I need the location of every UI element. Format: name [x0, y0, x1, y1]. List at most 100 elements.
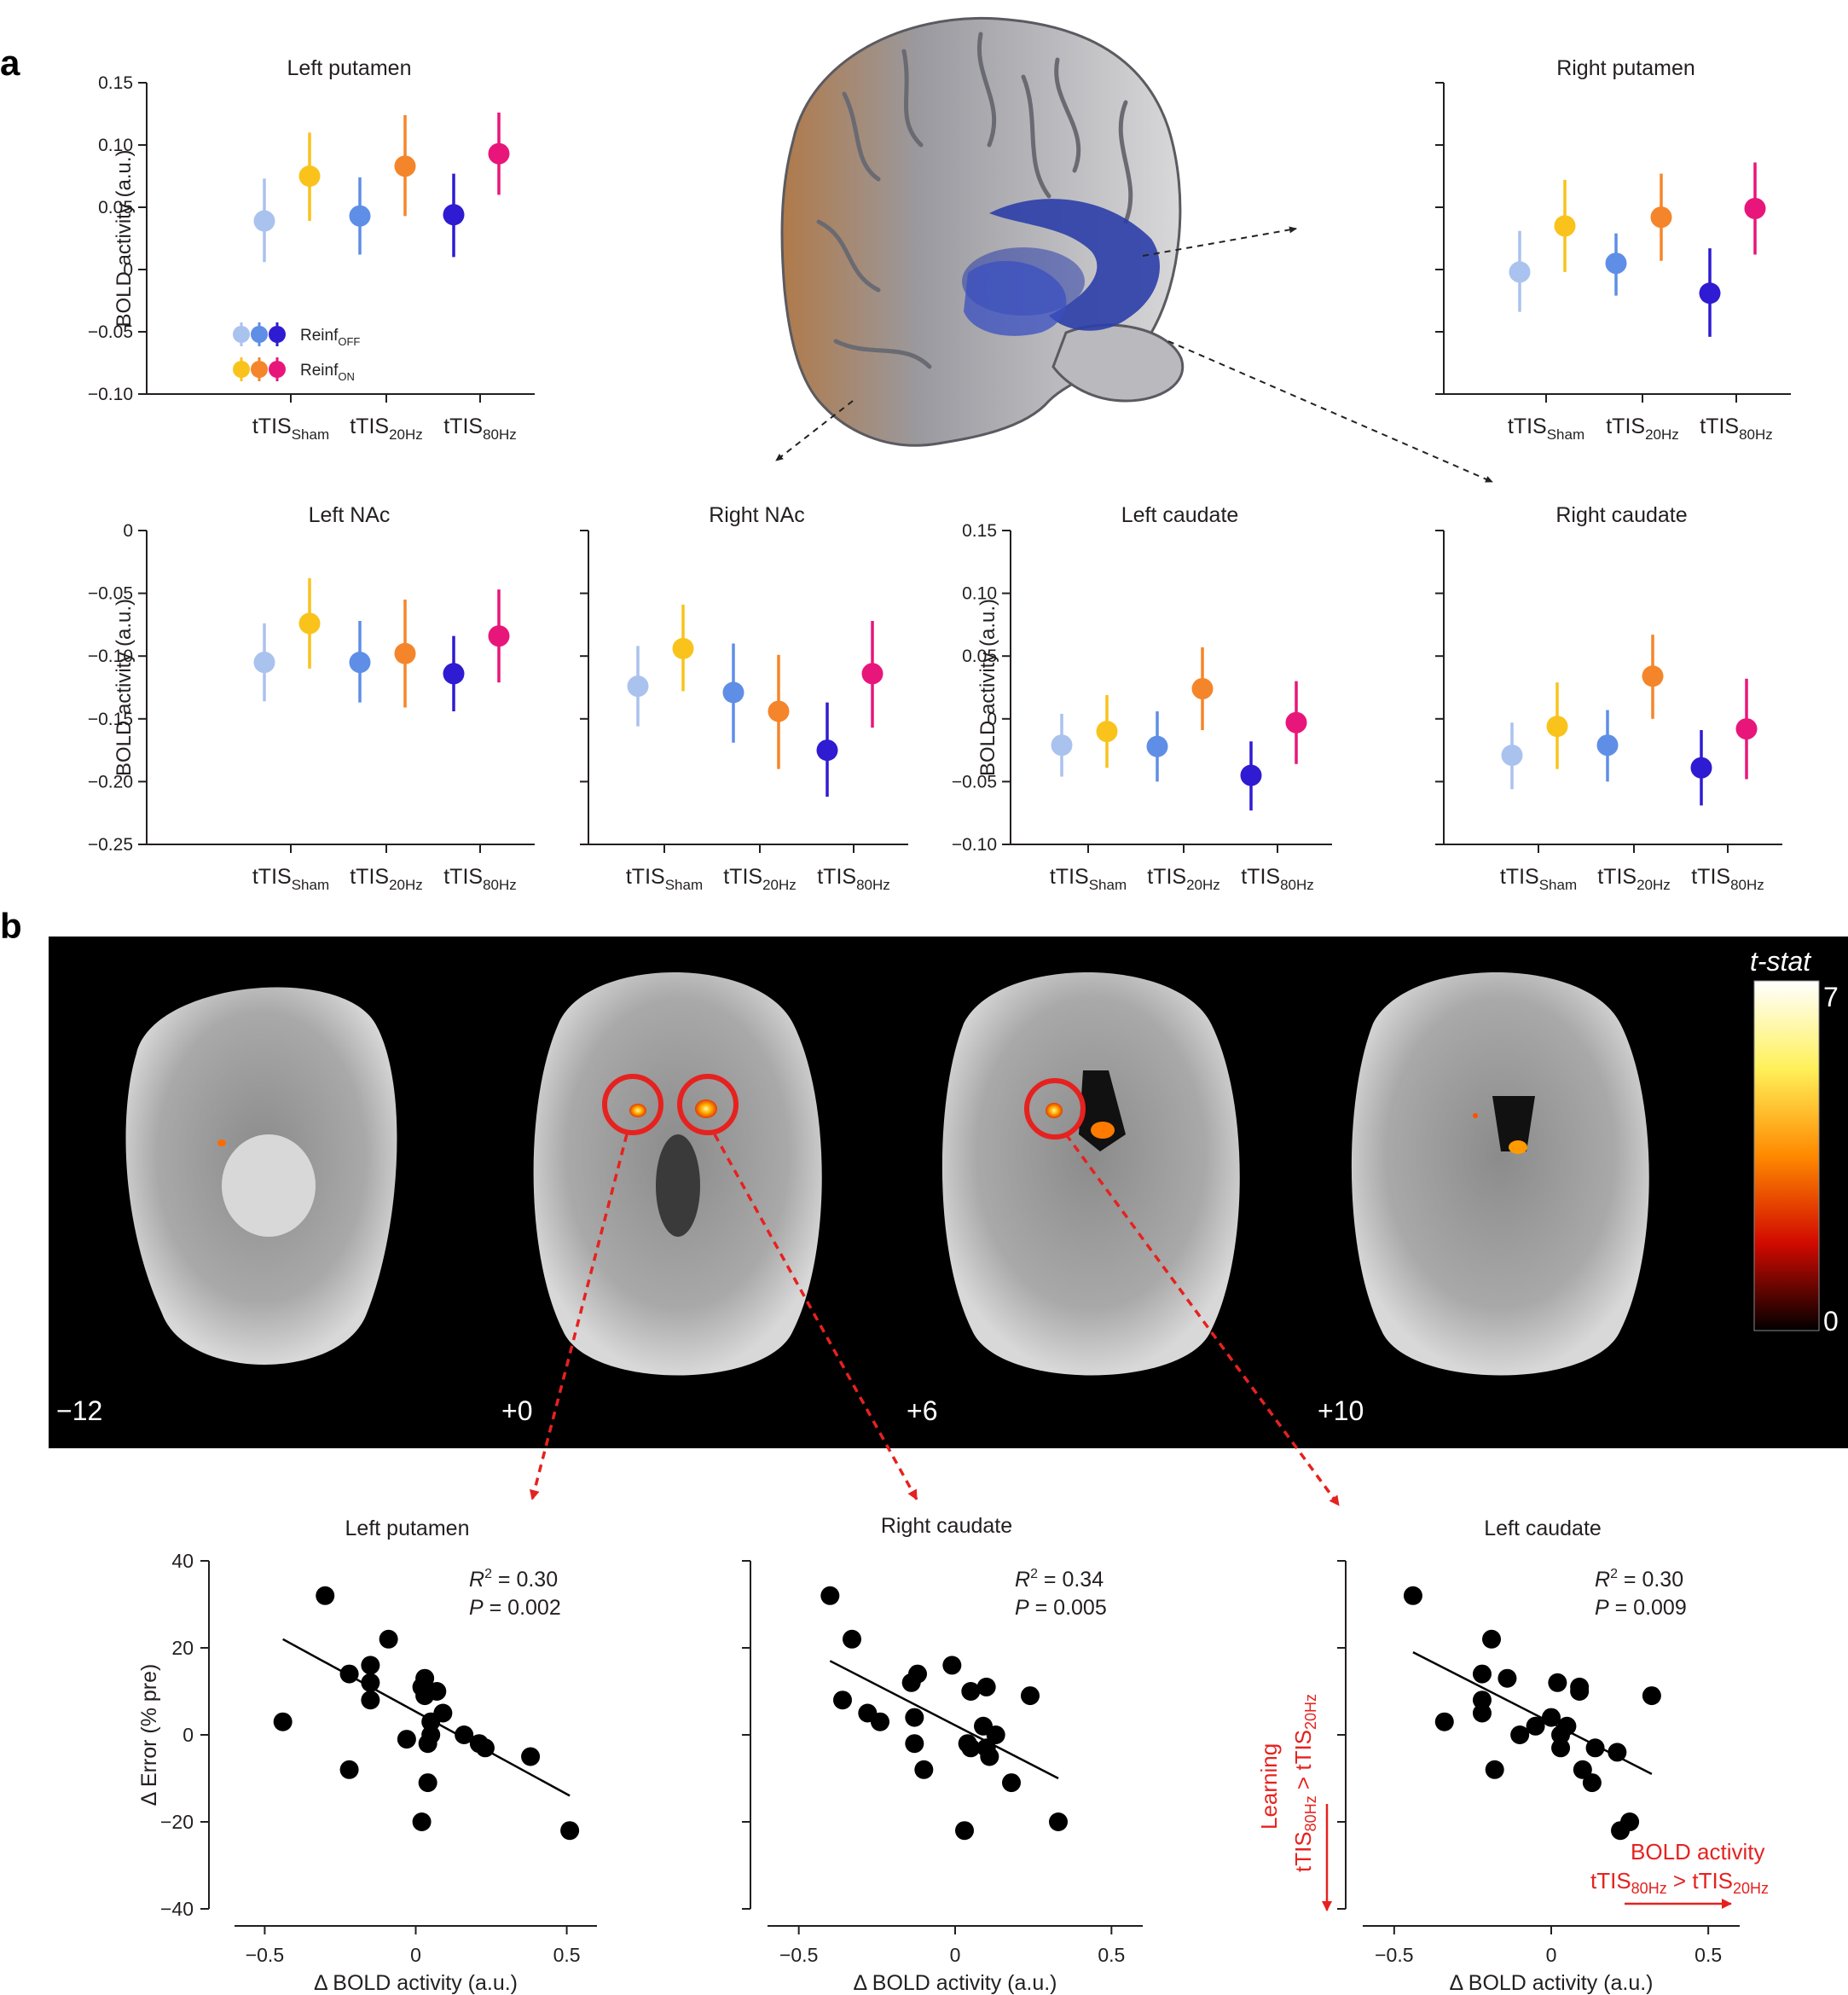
- data-point: [339, 1760, 359, 1779]
- bold-label: BOLD activity: [1631, 1839, 1765, 1865]
- slice-shape-3: [941, 972, 1240, 1376]
- r-squared-label: R2 = 0.34: [1015, 1567, 1104, 1592]
- data-point: [820, 1586, 840, 1605]
- y-tick-label: −0.05: [88, 584, 133, 604]
- y-tick-label: 20: [171, 1637, 194, 1659]
- data-point: [1548, 1673, 1567, 1692]
- mean-point: [253, 210, 275, 232]
- activation-blob-3b: [1091, 1122, 1115, 1139]
- mean-point: [1699, 282, 1721, 304]
- data-point: [1585, 1738, 1605, 1758]
- scatter-left-caudate: −0.5 0 0.5 Δ BOLD activity (a.u.) Left cauda…: [1337, 1517, 1740, 1995]
- chart-right-nac: tTISSham tTIS20Hz tTIS80Hz Right NAc: [580, 503, 908, 893]
- mean-point: [672, 637, 694, 659]
- x-tick-label: 0: [410, 1944, 421, 1966]
- chart-title: Right NAc: [709, 503, 805, 527]
- x-tick-label: 0: [1546, 1944, 1557, 1966]
- slice-ventricle-2: [656, 1134, 700, 1237]
- mean-point: [488, 625, 510, 647]
- y-tick-label: 0.10: [98, 136, 133, 155]
- mean-point: [1554, 215, 1576, 237]
- data-point: [521, 1747, 541, 1766]
- slice-minus12: −12: [56, 987, 397, 1426]
- chart-title: Left putamen: [287, 56, 412, 80]
- data-point: [361, 1691, 380, 1710]
- slice-brainstem-1: [222, 1134, 316, 1237]
- mean-point: [861, 663, 883, 685]
- chart-title: Left caudate: [1484, 1517, 1602, 1540]
- colorbar-max: 7: [1823, 982, 1839, 1012]
- x-tick-label: tTIS80Hz: [1241, 865, 1314, 893]
- data-point: [1582, 1773, 1602, 1793]
- y-axis-label: Δ Error (% pre): [137, 1664, 161, 1807]
- data-point: [1498, 1668, 1517, 1688]
- x-axis-label: Δ BOLD activity (a.u.): [314, 1971, 518, 1995]
- y-axis-label: BOLD activity (a.u.): [113, 149, 136, 327]
- slice-label-1: −12: [56, 1395, 102, 1426]
- y-tick-label: 0.15: [98, 73, 133, 93]
- legend-label-on: ReinfON: [300, 362, 355, 383]
- chart-title: Right caudate: [1555, 503, 1687, 527]
- mean-point: [1096, 721, 1118, 743]
- colorbar-title: t-stat: [1750, 946, 1811, 977]
- roi-arrow-left-caudate: [1064, 1133, 1341, 1507]
- x-tick-label: tTISSham: [252, 865, 329, 893]
- scatter-left-putamen: −40 −20 0 20 40 −0.5 0 0.5 Δ BOLD activity (a.u.…: [137, 1517, 597, 1995]
- p-value-label: P = 0.002: [469, 1596, 561, 1620]
- data-point: [955, 1821, 974, 1841]
- y-axis-label: BOLD activity (a.u.): [113, 599, 136, 776]
- x-tick-label: −0.5: [246, 1944, 284, 1966]
- colorbar-min: 0: [1823, 1306, 1839, 1337]
- mean-point: [349, 205, 371, 227]
- data-point: [1570, 1677, 1590, 1696]
- data-point: [843, 1629, 861, 1649]
- slice-shape-4: [1351, 972, 1649, 1376]
- data-point: [379, 1629, 398, 1649]
- slice-plus10: +10: [1318, 972, 1649, 1426]
- y-tick-label: 0.10: [962, 584, 997, 604]
- x-tick-label: tTISSham: [626, 865, 703, 893]
- x-tick-label: 0.5: [553, 1944, 581, 1966]
- data-point: [1482, 1629, 1502, 1649]
- mean-point: [298, 612, 321, 635]
- panel-label-b: b: [0, 906, 22, 946]
- data-point: [914, 1760, 934, 1779]
- regression-line: [829, 1660, 1059, 1780]
- scatter-right-caudate: −0.5 0 0.5 Δ BOLD activity (a.u.) Right caud…: [742, 1514, 1143, 1995]
- chart-title: Left putamen: [345, 1517, 470, 1540]
- brain-connectors: [775, 226, 1493, 483]
- x-axis-label: Δ BOLD activity (a.u.): [854, 1971, 1057, 1995]
- data-point: [361, 1673, 380, 1692]
- mean-point: [443, 204, 465, 226]
- data-point: [1573, 1760, 1592, 1779]
- mean-point: [1191, 677, 1214, 699]
- x-tick-label: −0.5: [779, 1944, 818, 1966]
- chart-right-putamen: tTISSham tTIS20Hz tTIS80Hz Right putamen: [1435, 56, 1791, 443]
- y-tick-label: −40: [160, 1898, 194, 1920]
- r-squared-label: R2 = 0.30: [1595, 1567, 1683, 1592]
- mean-point: [1501, 744, 1523, 766]
- x-tick-label: tTISSham: [1050, 865, 1127, 893]
- mean-point: [1285, 711, 1307, 734]
- data-point: [961, 1682, 981, 1701]
- y-tick-label: −20: [160, 1811, 194, 1833]
- data-point: [1642, 1686, 1661, 1706]
- mean-point: [1605, 252, 1627, 275]
- mean-point: [1509, 261, 1531, 283]
- y-axis-label: BOLD activity (a.u.): [976, 599, 999, 776]
- roi-circle-left-putamen: [602, 1074, 663, 1135]
- x-tick-label: tTIS20Hz: [1597, 865, 1671, 893]
- data-point: [1002, 1773, 1021, 1793]
- y-tick-label: −0.20: [88, 772, 133, 792]
- y-tick-label: 0.05: [962, 647, 997, 666]
- data-point: [1551, 1738, 1571, 1758]
- roi-caudate-3d: [989, 199, 1160, 331]
- x-tick-label: −0.5: [1375, 1944, 1413, 1966]
- mean-point: [349, 652, 371, 674]
- y-tick-label: 0: [123, 521, 133, 541]
- data-point: [905, 1734, 924, 1754]
- roi-striatum-3d: [964, 261, 1067, 336]
- x-tick-label: tTIS20Hz: [1147, 865, 1220, 893]
- connector-left-nac: [775, 400, 854, 461]
- connector-right-caudate: [1167, 340, 1493, 483]
